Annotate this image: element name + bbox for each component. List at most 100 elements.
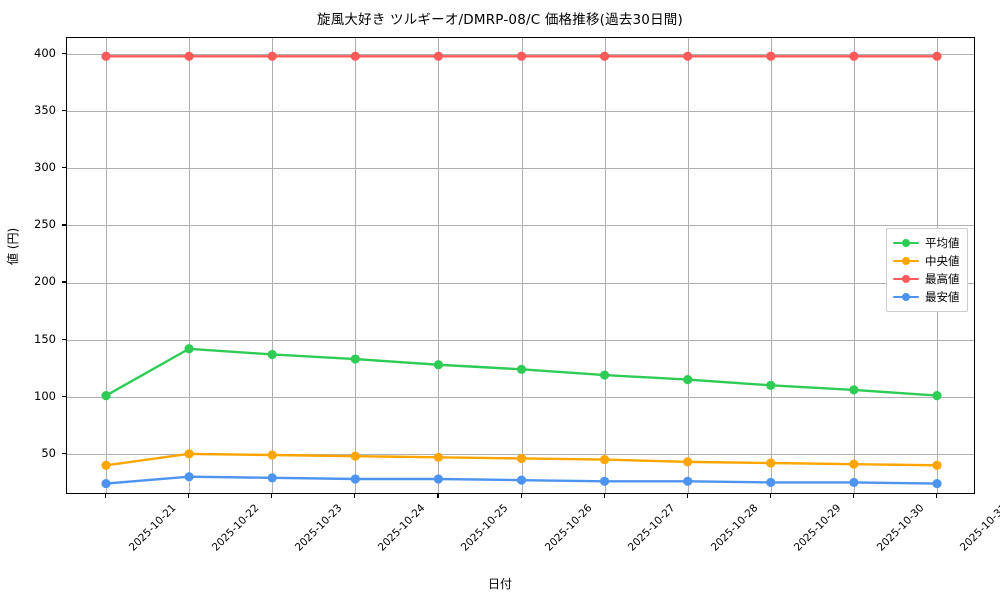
y-tick-mark [62,52,66,55]
data-point [600,476,610,486]
y-tick-label: 50 [41,445,56,460]
data-point [433,51,443,61]
data-point [267,51,277,61]
gridline-horizontal [67,282,974,284]
series-0 [101,344,942,401]
gridline-horizontal [67,339,974,341]
data-point [766,477,776,488]
data-point [683,457,693,467]
data-point [267,349,277,360]
x-tick-label: 2025-10-27 [625,502,678,554]
data-point [849,51,859,61]
x-tick-mark [936,494,938,498]
y-tick-mark [62,452,66,455]
x-tick-label: 2025-10-23 [293,502,345,554]
y-tick-mark [62,395,66,397]
data-point [516,453,527,464]
data-point [184,344,194,354]
data-point [932,51,942,61]
gridline-vertical [272,38,274,493]
data-point [350,451,360,461]
x-tick-mark [354,494,356,498]
data-point [433,360,443,370]
x-tick-label: 2025-10-21 [126,502,179,554]
data-point [184,472,194,482]
data-point [350,474,360,484]
gridline-horizontal [67,396,974,398]
data-point [849,459,859,469]
gridline-vertical [438,38,440,493]
data-point [516,364,527,374]
y-tick-label: 250 [34,217,56,232]
x-tick-mark [520,494,522,498]
data-point [433,474,443,484]
data-point [683,375,693,385]
data-point [766,458,776,468]
y-tick-mark [62,224,66,226]
data-point [350,354,360,364]
x-tick-mark [188,494,190,498]
x-tick-mark [769,494,771,498]
x-tick-label: 2025-10-24 [376,502,428,554]
data-point [267,450,277,460]
x-tick-mark [686,494,688,498]
x-axis-label: 日付 [487,577,512,591]
data-point [932,460,942,470]
gridline-vertical [853,38,855,493]
y-tick-label: 100 [34,388,56,403]
legend-label: 最安値 [925,290,960,304]
x-tick-label: 2025-10-28 [708,502,761,554]
gridline-vertical [687,38,689,493]
y-tick-mark [62,110,66,112]
data-point [516,51,527,61]
data-point [101,478,111,489]
y-tick-label: 300 [34,160,56,175]
gridline-vertical [521,38,523,493]
legend-item-0[interactable]: 平均値 [893,234,960,252]
data-point [267,473,277,483]
x-tick-mark [603,494,605,498]
legend-item-3[interactable]: 最安値 [893,288,960,306]
y-tick-mark [62,167,66,169]
legend-marker-icon [893,273,919,285]
legend-item-1[interactable]: 中央値 [893,252,960,270]
gridline-vertical [189,38,191,493]
data-point [766,51,776,61]
gridline-horizontal [67,225,974,227]
series-2 [101,51,942,61]
data-point [350,51,360,61]
y-tick-label: 150 [34,331,56,346]
series-1 [101,449,942,470]
gridline-horizontal [67,111,974,113]
gridline-vertical [106,38,107,493]
x-tick-label: 2025-10-29 [791,502,844,554]
y-tick-label: 400 [34,45,56,60]
legend-item-2[interactable]: 最高値 [893,270,960,288]
legend-label: 最高値 [925,272,960,286]
x-tick-mark [105,494,107,498]
legend-marker-icon [893,255,919,267]
gridline-horizontal [67,168,974,170]
y-tick-label: 200 [34,274,56,289]
y-tick-label: 350 [34,103,56,118]
gridline-vertical [355,38,357,493]
data-point [932,478,942,489]
data-point [101,391,111,401]
data-point [184,449,194,459]
data-point [184,51,194,61]
series-container [101,51,942,489]
legend-label: 平均値 [925,236,960,250]
y-tick-mark [62,338,66,340]
data-point [766,380,776,390]
y-axis-label: 値 (円) [6,227,20,265]
data-point [849,477,859,488]
x-tick-label: 2025-10-25 [459,502,511,554]
data-point [932,391,942,401]
legend-marker-icon [893,237,919,249]
data-point [600,370,610,380]
x-tick-label: 2025-10-30 [874,502,927,554]
data-point [433,452,443,462]
plot-area [66,37,975,494]
chart-legend: 平均値中央値最高値最安値 [886,228,968,312]
